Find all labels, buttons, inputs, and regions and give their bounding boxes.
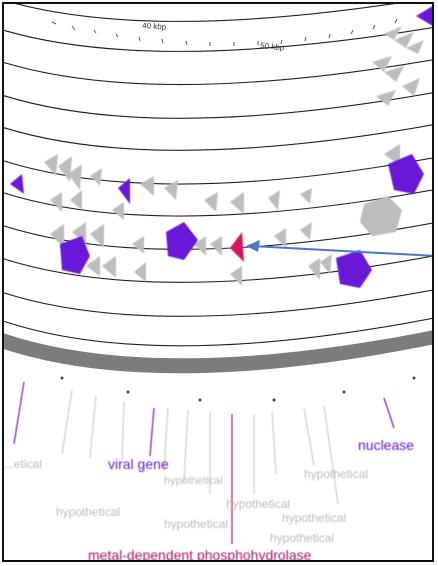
viral-gene-marker-3 (118, 178, 130, 204)
viral-gene-marker-4 (388, 154, 424, 194)
figure-frame: 40 kbp 50 kbp (2, 2, 434, 562)
label-hypothetical-3: hypothetical (226, 497, 290, 511)
label-hypothetical-4: hypothetical (164, 517, 228, 531)
highlighted-gene (230, 232, 244, 262)
label-viral-gene: viral gene (108, 456, 169, 472)
gene-labels: ...etical viral gene nuclease hypothetic… (4, 437, 414, 562)
label-partial-hypothetical: ...etical (4, 457, 42, 471)
label-metal-dependent: metal-dependent phosphohydrolase (88, 547, 312, 562)
scale-ticks (51, 18, 398, 46)
scale-label-50kbp: 50 kbp (260, 41, 285, 53)
viral-gene-marker-6 (60, 236, 90, 274)
genome-track-diagram: 40 kbp 50 kbp (4, 4, 432, 562)
backbone-band (4, 330, 432, 374)
label-nuclease: nuclease (358, 437, 414, 453)
label-leader-lines (13, 381, 395, 544)
pointer-arrow (246, 240, 432, 257)
label-hypothetical-5: hypothetical (304, 467, 368, 481)
label-hypothetical-6: hypothetical (282, 511, 346, 525)
label-hypothetical-2: hypothetical (56, 505, 120, 519)
viral-gene-marker-7 (336, 250, 372, 288)
lower-scale-dots (60, 376, 416, 402)
scale-label-40kbp: 40 kbp (142, 21, 167, 32)
viral-gene-marker-2 (10, 174, 24, 194)
label-hypothetical-7: hypothetical (270, 531, 334, 545)
gray-gene-arrows (44, 26, 424, 286)
ring-tracks (4, 4, 432, 347)
label-hypothetical-1: hypothetical (164, 475, 223, 487)
viral-gene-arrows (10, 6, 432, 288)
viral-gene-marker-5 (166, 222, 198, 260)
viral-gene-marker-1 (416, 6, 432, 26)
